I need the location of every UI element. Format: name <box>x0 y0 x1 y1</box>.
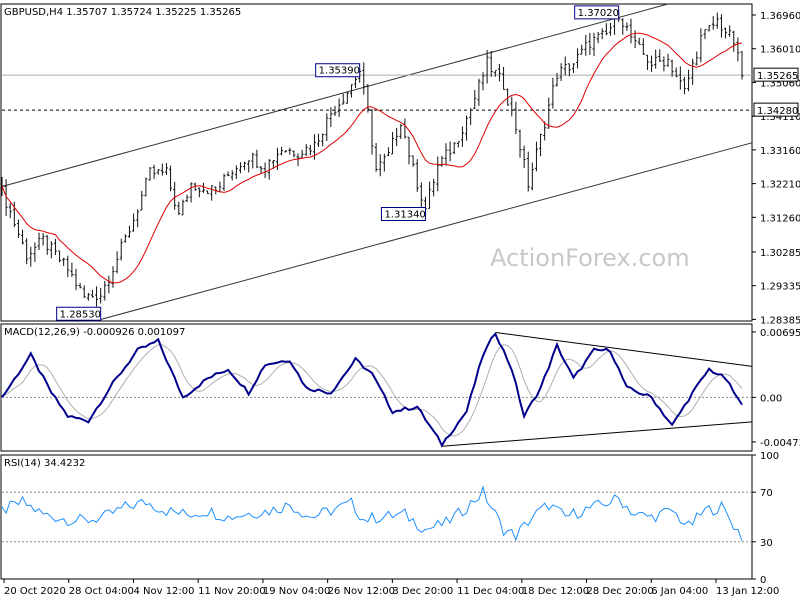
rsi-line <box>1 485 743 542</box>
panel-frame <box>0 454 753 580</box>
x-tick-label: 28 Dec 20:00 <box>587 586 654 597</box>
channel-lower-line <box>94 142 753 322</box>
support-price-box-label: 1.34280 <box>757 106 798 117</box>
x-tick-label: 19 Nov 04:00 <box>263 586 330 597</box>
channel-upper-line <box>1 3 669 187</box>
x-axis: 20 Oct 2020 28 Oct 04:00 4 Nov 12:00 11 Nov… <box>1 578 779 597</box>
panel-title: GBPUSD,H4 1.35707 1.35724 1.35225 1.3526… <box>4 7 241 18</box>
last-price-box-label: 1.35265 <box>757 71 798 82</box>
y-tick-label: 1.36010 <box>760 45 800 56</box>
price-callout-label: 1.37020 <box>578 8 619 19</box>
y-tick-label: -0.004736 <box>760 438 800 449</box>
price-callout-label: 1.28530 <box>60 309 101 320</box>
x-tick-label: 11 Nov 20:00 <box>198 586 265 597</box>
x-tick-label: 6 Jan 04:00 <box>651 586 708 597</box>
watermark: ActionForex.com <box>490 244 690 272</box>
y-tick-label: 1.36960 <box>760 11 800 22</box>
y-tick-label: 0.006956 <box>760 328 800 339</box>
price-callout-label: 1.31340 <box>384 210 425 221</box>
y-tick-label: 70 <box>760 488 773 499</box>
y-tick-label: 1.32210 <box>760 180 800 191</box>
macd-signal-line <box>1 344 743 437</box>
panel-frame <box>0 323 753 452</box>
y-tick-label: 1.28385 <box>760 315 800 326</box>
y-tick-label: 1.31260 <box>760 213 800 224</box>
x-tick-label: 11 Dec 04:00 <box>457 586 524 597</box>
x-tick-label: 3 Dec 20:00 <box>392 586 453 597</box>
panel-title: RSI(14) 34.4232 <box>4 458 85 469</box>
rsi-panel: RSI(14) 34.4232 100 70 30 0 <box>0 451 779 586</box>
y-tick-label: 1.29335 <box>760 282 800 293</box>
price-callout-label: 1.35390 <box>319 66 360 77</box>
macd-line <box>1 332 743 448</box>
macd-upper-trendline <box>495 331 753 367</box>
price-callout-box <box>315 63 361 78</box>
y-tick-label: 100 <box>760 451 779 462</box>
x-tick-label: 13 Jan 12:00 <box>716 586 779 597</box>
y-tick-label: 1.34110 <box>760 112 800 123</box>
y-tick-label: 0.00 <box>760 393 782 404</box>
macd-panel: MACD(12,26,9) -0.000926 0.001097 0.006956… <box>0 323 800 452</box>
x-tick-label: 26 Nov 12:00 <box>328 586 395 597</box>
last-price-box <box>753 67 799 82</box>
y-tick-label: 1.33160 <box>760 146 800 157</box>
x-tick-label: 4 Nov 12:00 <box>133 586 194 597</box>
panel-title: MACD(12,26,9) -0.000926 0.001097 <box>4 327 185 338</box>
price-callout-box <box>380 207 426 222</box>
support-price-box <box>753 102 799 117</box>
x-tick-label: 18 Dec 12:00 <box>522 586 589 597</box>
x-tick-label: 28 Oct 04:00 <box>69 586 134 597</box>
macd-lower-trendline <box>441 421 753 447</box>
x-tick-label: 20 Oct 2020 <box>4 586 66 597</box>
y-tick-label: 0 <box>760 575 766 586</box>
moving-average-line <box>1 32 743 284</box>
y-tick-label: 1.30285 <box>760 248 800 259</box>
price-callout-box <box>56 306 102 321</box>
y-tick-label: 30 <box>760 538 773 549</box>
y-tick-label: 1.35060 <box>760 78 800 89</box>
price-panel: GBPUSD,H4 1.35707 1.35724 1.35225 1.3526… <box>0 3 800 326</box>
price-callout-box <box>574 5 620 20</box>
